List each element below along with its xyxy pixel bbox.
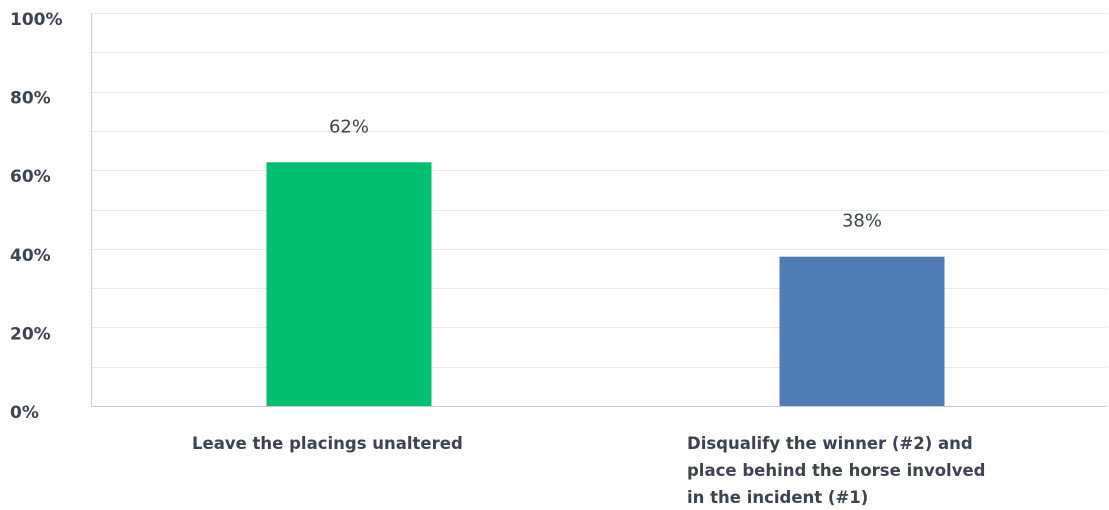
bar xyxy=(266,162,432,406)
y-tick-label: 80% xyxy=(10,89,51,109)
category-label-line: place behind the horse involved xyxy=(687,461,985,480)
data-labels: 62% 38% xyxy=(329,116,882,231)
category-label: Disqualify the winner (#2) and place behi… xyxy=(687,434,985,507)
category-label: Leave the placings unaltered xyxy=(192,434,463,453)
category-label-line: Disqualify the winner (#2) and xyxy=(687,434,973,453)
y-tick-label: 100% xyxy=(10,10,63,30)
data-label: 38% xyxy=(842,211,882,232)
x-axis-category-labels: Leave the placings unaltered Disqualify t… xyxy=(192,434,985,507)
data-label: 62% xyxy=(329,116,369,137)
bar xyxy=(779,256,945,406)
gridlines xyxy=(91,13,1107,368)
category-label-line: in the incident (#1) xyxy=(687,488,868,507)
y-tick-label: 60% xyxy=(10,167,51,187)
y-tick-label: 0% xyxy=(10,403,39,423)
y-axis-tick-labels: 0% 20% 40% 60% 80% 100% xyxy=(10,10,63,423)
y-tick-label: 40% xyxy=(10,246,51,266)
y-tick-label: 20% xyxy=(10,324,51,344)
bars xyxy=(266,162,945,406)
category-label-line: Leave the placings unaltered xyxy=(192,434,463,453)
